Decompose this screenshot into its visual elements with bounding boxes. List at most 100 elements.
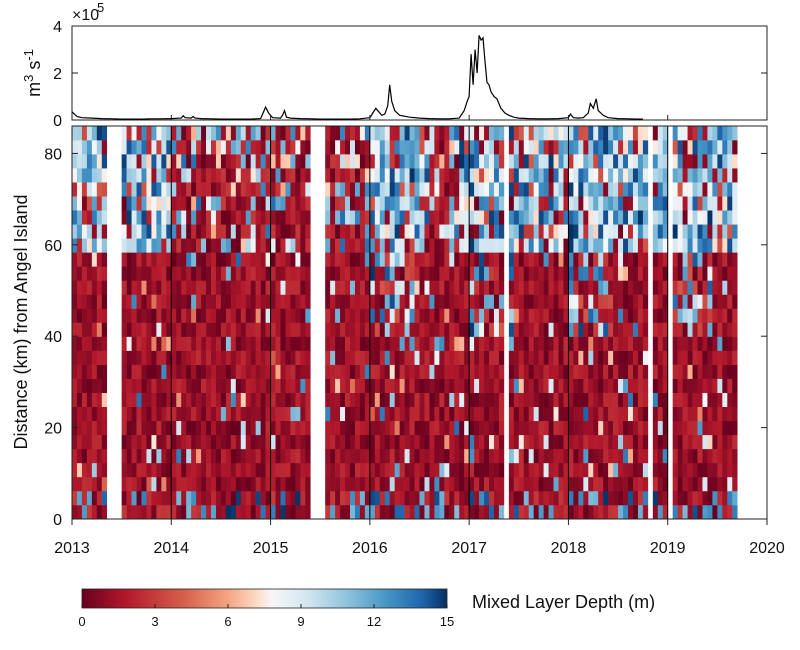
- heatmap-cell: [181, 252, 187, 267]
- heatmap-cell: [330, 406, 336, 422]
- heatmap-cell: [652, 294, 659, 309]
- heatmap-cell: [295, 224, 301, 239]
- heatmap-cell: [479, 126, 485, 141]
- heatmap-cell: [618, 294, 624, 309]
- heatmap-cell: [563, 448, 569, 464]
- heatmap-cell: [86, 308, 93, 323]
- heatmap-cell: [717, 350, 723, 365]
- heatmap-cell: [196, 350, 202, 365]
- heatmap-cell: [404, 378, 410, 393]
- heatmap-cell: [712, 238, 718, 253]
- heatmap-cell: [280, 364, 286, 379]
- heatmap-cell: [126, 238, 132, 253]
- heatmap-cell: [220, 266, 227, 281]
- heatmap-cell: [469, 490, 475, 506]
- heatmap-cell: [270, 462, 276, 478]
- heatmap-cell: [369, 322, 376, 337]
- heatmap-cell: [469, 266, 475, 281]
- heatmap-cell: [454, 182, 460, 197]
- heatmap-cell: [449, 434, 455, 450]
- heatmap-cell: [206, 392, 212, 408]
- heatmap-cell: [181, 364, 187, 379]
- heatmap-cell: [72, 224, 78, 239]
- heatmap-cell: [434, 490, 440, 506]
- heatmap-cell: [389, 252, 395, 267]
- heatmap-cell: [637, 294, 644, 309]
- heatmap-cell: [568, 364, 574, 379]
- heatmap-cell: [121, 196, 127, 211]
- heatmap-cell: [230, 266, 237, 281]
- heatmap-cell: [508, 336, 515, 351]
- heatmap-cell: [260, 462, 266, 478]
- heatmap-cell: [196, 504, 202, 520]
- heatmap-cell: [657, 434, 664, 450]
- heatmap-cell: [374, 378, 381, 393]
- heatmap-cell: [255, 476, 261, 492]
- heatmap-cell: [578, 364, 584, 379]
- heatmap-cell: [191, 448, 197, 464]
- heatmap-cell: [568, 490, 574, 506]
- heatmap-cell: [270, 210, 276, 225]
- heatmap-cell: [201, 224, 207, 239]
- heatmap-cell: [662, 406, 669, 422]
- heatmap-cell: [424, 336, 430, 351]
- heatmap-cell: [652, 378, 659, 393]
- heatmap-cell: [528, 280, 534, 295]
- heatmap-y-tick-label: 60: [44, 238, 62, 255]
- heatmap-cell: [518, 322, 525, 337]
- heatmap-cell: [722, 406, 728, 422]
- heatmap-cell: [618, 504, 624, 520]
- heatmap-cell: [434, 154, 440, 169]
- heatmap-cell: [578, 336, 584, 351]
- heatmap-cell: [325, 462, 331, 478]
- heatmap-cell: [270, 266, 276, 281]
- heatmap-cell: [588, 462, 594, 478]
- x-tick-label: 2019: [650, 540, 686, 557]
- heatmap-cell: [623, 154, 629, 169]
- heatmap-cell: [543, 490, 549, 506]
- heatmap-cell: [146, 504, 152, 520]
- heatmap-cell: [389, 476, 395, 492]
- heatmap-cell: [583, 378, 589, 393]
- heatmap-cell: [677, 294, 683, 309]
- heatmap-cell: [91, 406, 98, 422]
- heatmap-cell: [275, 350, 281, 365]
- heatmap-cell: [732, 462, 738, 478]
- heatmap-cell: [588, 336, 594, 351]
- heatmap-cell: [290, 336, 296, 351]
- heatmap-cell: [354, 364, 361, 379]
- heatmap-cell: [712, 294, 718, 309]
- heatmap-cell: [240, 392, 247, 408]
- heatmap-cell: [191, 182, 197, 197]
- heatmap-cell: [573, 196, 579, 211]
- heatmap-cell: [171, 266, 177, 281]
- heatmap-cell: [489, 126, 495, 141]
- heatmap-cell: [508, 252, 515, 267]
- heatmap-cell: [91, 168, 98, 183]
- heatmap-cell: [305, 406, 311, 422]
- heatmap-cell: [290, 224, 296, 239]
- heatmap-cell: [359, 378, 366, 393]
- heatmap-cell: [543, 294, 549, 309]
- heatmap-cell: [96, 336, 103, 351]
- heatmap-cell: [369, 490, 376, 506]
- heatmap-cell: [240, 280, 247, 295]
- heatmap-cell: [374, 350, 381, 365]
- heatmap-cell: [191, 196, 197, 211]
- heatmap-cell: [568, 196, 574, 211]
- heatmap-cell: [449, 154, 455, 169]
- heatmap-cell: [350, 420, 356, 436]
- heatmap-cell: [374, 322, 381, 337]
- heatmap-cell: [459, 252, 465, 267]
- heatmap-cell: [474, 336, 480, 351]
- heatmap-cell: [623, 224, 629, 239]
- heatmap-cell: [166, 168, 172, 183]
- heatmap-cell: [573, 378, 579, 393]
- heatmap-cell: [196, 140, 202, 155]
- heatmap-cell: [533, 504, 539, 520]
- heatmap-cell: [191, 490, 197, 506]
- heatmap-cell: [350, 336, 356, 351]
- heatmap-cell: [196, 434, 202, 450]
- heatmap-cell: [260, 350, 266, 365]
- heatmap-cell: [632, 504, 639, 520]
